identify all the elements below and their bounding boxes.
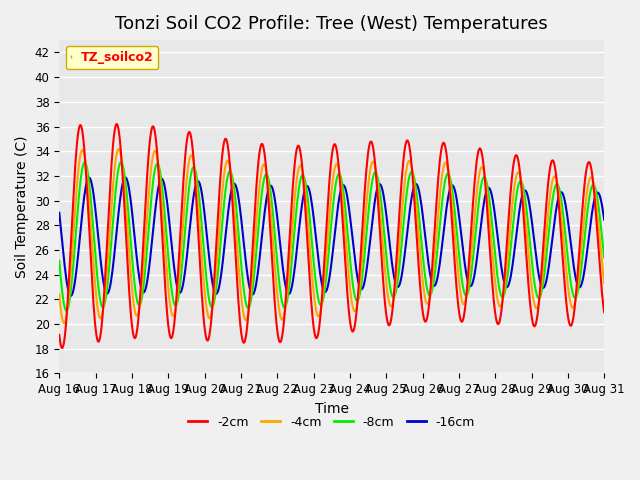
-4cm xyxy=(66,281,74,287)
-16cm xyxy=(123,176,131,182)
-2cm xyxy=(58,345,66,351)
-8cm xyxy=(117,159,125,165)
-16cm xyxy=(415,189,423,195)
-16cm xyxy=(56,210,63,216)
-8cm xyxy=(207,303,214,309)
-8cm xyxy=(600,255,608,261)
-8cm xyxy=(399,223,407,228)
-4cm xyxy=(600,280,608,286)
-16cm xyxy=(399,262,407,268)
-8cm xyxy=(62,308,70,313)
-8cm xyxy=(123,192,131,197)
-2cm xyxy=(178,200,186,205)
Line: -4cm: -4cm xyxy=(60,149,604,323)
-8cm xyxy=(66,295,74,301)
-4cm xyxy=(415,240,423,246)
-2cm xyxy=(207,321,214,327)
Title: Tonzi Soil CO2 Profile: Tree (West) Temperatures: Tonzi Soil CO2 Profile: Tree (West) Temp… xyxy=(115,15,548,33)
-4cm xyxy=(123,215,131,220)
-2cm xyxy=(123,247,131,252)
Line: -16cm: -16cm xyxy=(60,178,604,296)
-16cm xyxy=(207,269,214,275)
-16cm xyxy=(122,175,129,180)
-4cm xyxy=(207,313,214,319)
-16cm xyxy=(600,217,608,223)
-16cm xyxy=(67,293,74,299)
-8cm xyxy=(178,263,186,268)
-2cm xyxy=(399,158,407,164)
-2cm xyxy=(415,272,423,278)
-8cm xyxy=(415,216,423,221)
-2cm xyxy=(600,309,608,315)
-4cm xyxy=(399,193,407,199)
Line: -2cm: -2cm xyxy=(60,124,604,348)
Legend: -2cm, -4cm, -8cm, -16cm: -2cm, -4cm, -8cm, -16cm xyxy=(184,411,480,434)
-4cm xyxy=(56,291,63,297)
-2cm xyxy=(113,121,121,127)
-16cm xyxy=(178,286,186,292)
-2cm xyxy=(56,332,63,338)
-16cm xyxy=(65,290,73,296)
-8cm xyxy=(56,258,63,264)
-2cm xyxy=(66,259,74,265)
X-axis label: Time: Time xyxy=(315,402,349,416)
-4cm xyxy=(178,236,186,241)
Y-axis label: Soil Temperature (C): Soil Temperature (C) xyxy=(15,135,29,278)
Line: -8cm: -8cm xyxy=(60,162,604,311)
-4cm xyxy=(60,320,68,326)
-4cm xyxy=(115,146,122,152)
